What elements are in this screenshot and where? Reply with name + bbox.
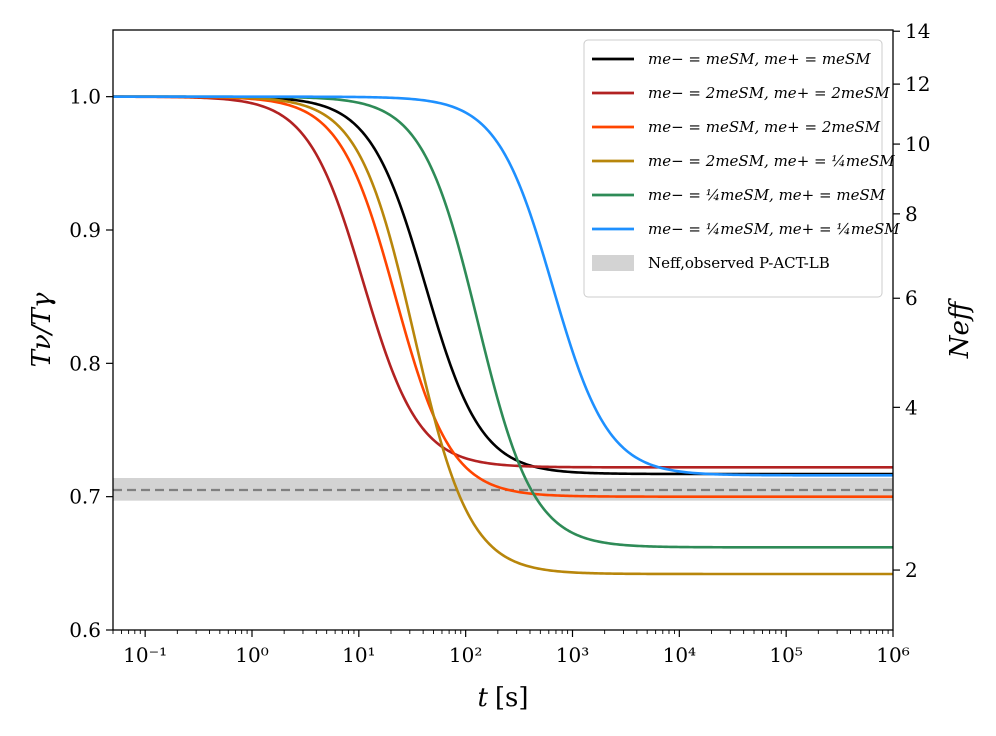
legend-box xyxy=(583,39,883,298)
x-tick-label: 10⁵ xyxy=(769,643,802,667)
legend-swatch-observed xyxy=(592,255,634,271)
x-tick-label: 10³ xyxy=(556,643,589,667)
y-tick-label-right: 14 xyxy=(905,19,930,43)
y-tick-label-right: 6 xyxy=(905,286,918,310)
y-axis-left: 0.6 0.7 0.8 0.9 1.0 xyxy=(69,85,113,642)
series-line-2 xyxy=(113,95,893,469)
legend-label-2: me− = 2meSM, me+ = 2meSM xyxy=(648,84,890,102)
x-axis: 10⁻¹ 10⁰ 10¹ 10² 10³ 10⁴ 10⁵ 10⁶ xyxy=(112,630,910,667)
legend-label-1: me− = meSM, me+ = meSM xyxy=(648,50,871,68)
x-tick-label: 10⁰ xyxy=(235,643,268,667)
legend-label-observed: Neff,observed P-ACT-LB xyxy=(648,254,830,272)
x-tick-label: 10¹ xyxy=(342,643,375,667)
y-tick-label-right: 10 xyxy=(905,132,930,156)
y-axis-title-right: Neff xyxy=(945,297,975,359)
y-axis-title-left: Tν/Tγ xyxy=(27,292,57,367)
series-line-6 xyxy=(113,95,893,477)
legend-label-3: me− = meSM, me+ = 2meSM xyxy=(648,118,881,136)
x-tick-label: 10⁻¹ xyxy=(123,643,167,667)
y-tick-label-right: 4 xyxy=(905,395,918,419)
x-tick-label: 10² xyxy=(449,643,482,667)
x-tick-label: 10⁶ xyxy=(876,643,909,667)
series-layer xyxy=(113,95,893,576)
y-tick-label-right: 8 xyxy=(905,202,918,226)
y-tick-label-right: 2 xyxy=(905,558,918,582)
y-tick-label-right: 12 xyxy=(905,72,930,96)
legend-label-4: me− = 2meSM, me+ = ¼meSM xyxy=(648,152,895,170)
y-tick-label-left: 0.9 xyxy=(69,218,101,242)
x-tick-label: 10⁴ xyxy=(663,643,696,667)
plot-frame xyxy=(112,29,894,631)
x-axis-title: t [s] xyxy=(477,683,528,713)
legend: me− = meSM, me+ = meSM me− = 2meSM, me+ =… xyxy=(583,39,900,298)
y-tick-label-left: 0.6 xyxy=(69,618,101,642)
y-tick-label-left: 0.8 xyxy=(69,351,101,375)
y-axis-right: 2 4 6 8 10 12 14 xyxy=(893,19,930,582)
legend-label-6: me− = ¼meSM, me+ = ¼meSM xyxy=(648,220,900,238)
y-tick-label-left: 1.0 xyxy=(69,85,101,109)
legend-label-5: me− = ¼meSM, me+ = meSM xyxy=(648,186,886,204)
y-tick-label-left: 0.7 xyxy=(69,485,101,509)
